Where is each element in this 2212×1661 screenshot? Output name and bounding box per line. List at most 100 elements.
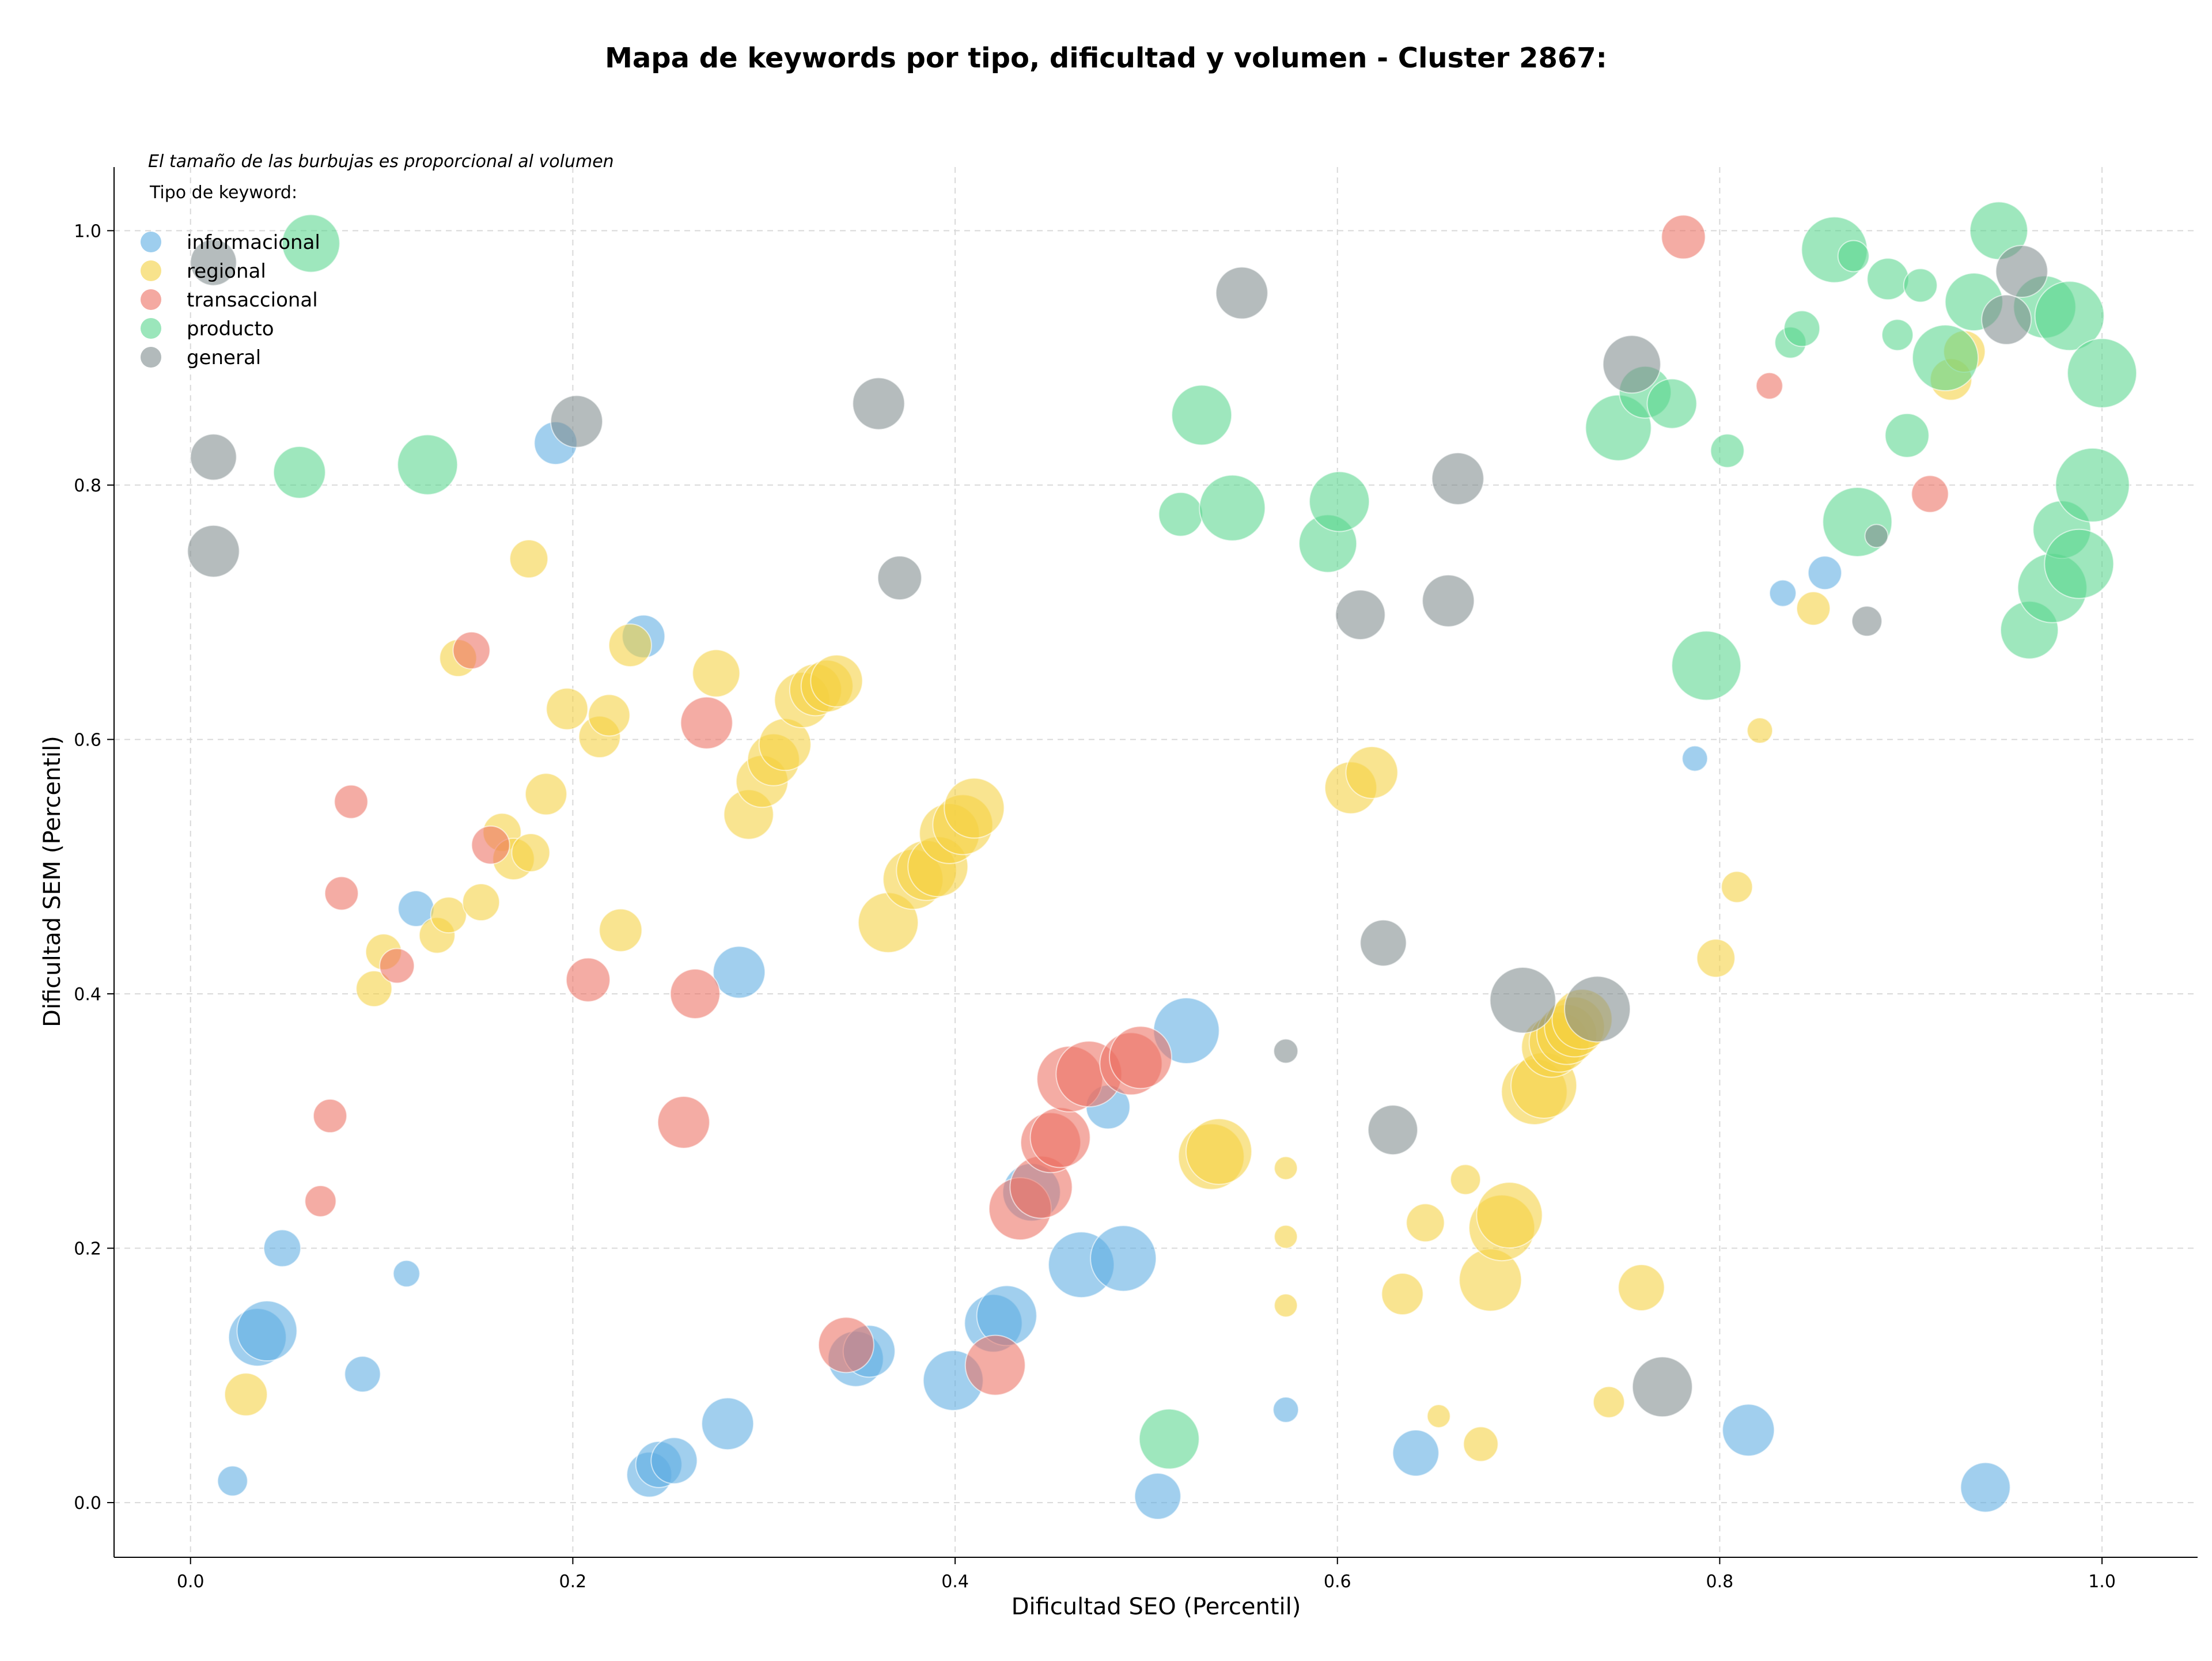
bubble-general [877,555,922,601]
bubble-producto [1866,258,1910,301]
bubble-general [1422,574,1475,627]
legend-title: Tipo de keyword: [149,183,297,203]
bubble-regional [1274,1293,1298,1318]
bubble-regional [462,883,501,922]
bubble-transaccional [304,1185,337,1217]
legend-label-informacional: informacional [187,231,320,254]
bubble-producto [1671,630,1742,701]
y-tick-label: 0.4 [74,985,101,1005]
bubble-producto [1911,324,1979,392]
bubble-producto [2044,528,2115,599]
bubble-producto [1710,433,1745,468]
legend-marker-regional [141,260,161,281]
bubble-regional [608,623,652,668]
bubble-general [190,239,237,286]
bubble-regional [1592,1386,1625,1418]
bubble-regional [944,777,1005,839]
x-tick-label: 0.2 [559,1572,587,1592]
bubble-informacional [263,1229,302,1267]
legend-label-transaccional: transaccional [187,289,318,312]
bubble-producto [1309,471,1370,532]
bubble-producto [1646,378,1698,429]
bubble-general [1995,245,2048,298]
bubble-regional [1721,871,1753,903]
bubble-regional [509,539,549,578]
bubble-general [190,433,237,481]
bubble-transaccional [657,1095,710,1149]
bubble-regional [1476,1182,1543,1249]
bubble-general [187,524,240,578]
chart-title: Mapa de keywords por tipo, dificultad y … [605,42,1607,74]
bubble-regional [1747,717,1774,744]
bubble-producto [1884,413,1930,458]
bubble-informacional [392,1259,421,1288]
bubble-general [1367,1104,1418,1156]
bubble-producto [2055,447,2130,523]
bubble-transaccional [471,825,510,865]
bubble-regional [1406,1203,1445,1243]
bubble-regional [224,1372,268,1417]
bubble-regional [588,694,631,737]
legend-label-producto: producto [187,317,274,340]
bubble-regional [692,649,741,698]
bubble-regional [1618,1263,1665,1311]
bubble-informacional [1768,579,1797,607]
bubble-regional [355,970,393,1008]
bubble-informacional [650,1437,698,1485]
bubble-producto [2067,338,2138,408]
bubble-informacional [1392,1429,1440,1477]
bubble-general [550,395,604,448]
bubble-producto [272,445,326,499]
bubble-general [1431,452,1484,505]
bubble-informacional [1960,1462,2011,1513]
bubble-regional [1450,1164,1482,1195]
bubble-regional [1381,1273,1424,1316]
bubble-general [1981,294,2032,345]
bubble-regional [1274,1224,1298,1249]
bubble-regional [430,896,467,934]
bubble-transaccional [452,631,491,669]
bubble-general [1273,1038,1299,1064]
bubble-informacional [1807,555,1842,591]
bubble-transaccional [817,1316,874,1374]
y-tick-label: 1.0 [74,221,101,241]
bubble-regional [599,908,643,952]
bubble-informacional [1134,1473,1181,1520]
bubble-transaccional [1029,1107,1091,1168]
bubble-general [1359,919,1407,967]
bubble-transaccional [1108,1026,1172,1089]
bubble-regional [1463,1426,1499,1462]
bubble-producto [1158,491,1203,537]
legend-marker-transaccional [141,289,161,310]
bubble-informacional [1681,745,1709,772]
legend-marker-general [141,347,161,368]
bubble-transaccional [1911,475,1949,513]
bubble-regional [1345,746,1399,799]
legend: Tipo de keyword: informacional regional tr… [141,183,320,369]
bubble-producto [1783,310,1821,347]
bubble-regional [511,833,551,872]
bubble-informacional [1090,1225,1157,1292]
bubble-transaccional [312,1098,347,1133]
x-tick-label: 1.0 [2088,1572,2116,1592]
legend-marker-informacional [141,232,161,252]
bubble-general [1564,975,1631,1043]
bubble-transaccional [324,876,359,911]
bubble-regional [524,773,567,816]
bubble-regional [1796,591,1831,626]
bubble-producto [1837,240,1870,273]
grid [114,167,2198,1557]
bubble-regional [1274,1156,1298,1181]
y-tick-label: 0.8 [74,476,101,496]
bubble-informacional [713,945,766,999]
bubble-informacional [236,1300,298,1362]
bubble-producto [397,434,459,495]
bubble-producto [281,214,340,273]
y-tick-label: 0.2 [74,1239,101,1259]
bubble-regional [1426,1403,1451,1428]
bubble-general [1631,1356,1693,1418]
bubble-size-note: El tamaño de las burbujas es proporciona… [148,152,614,172]
bubble-informacional [344,1356,381,1393]
y-axis-label: Dificultad SEM (Percentil) [39,736,66,1027]
